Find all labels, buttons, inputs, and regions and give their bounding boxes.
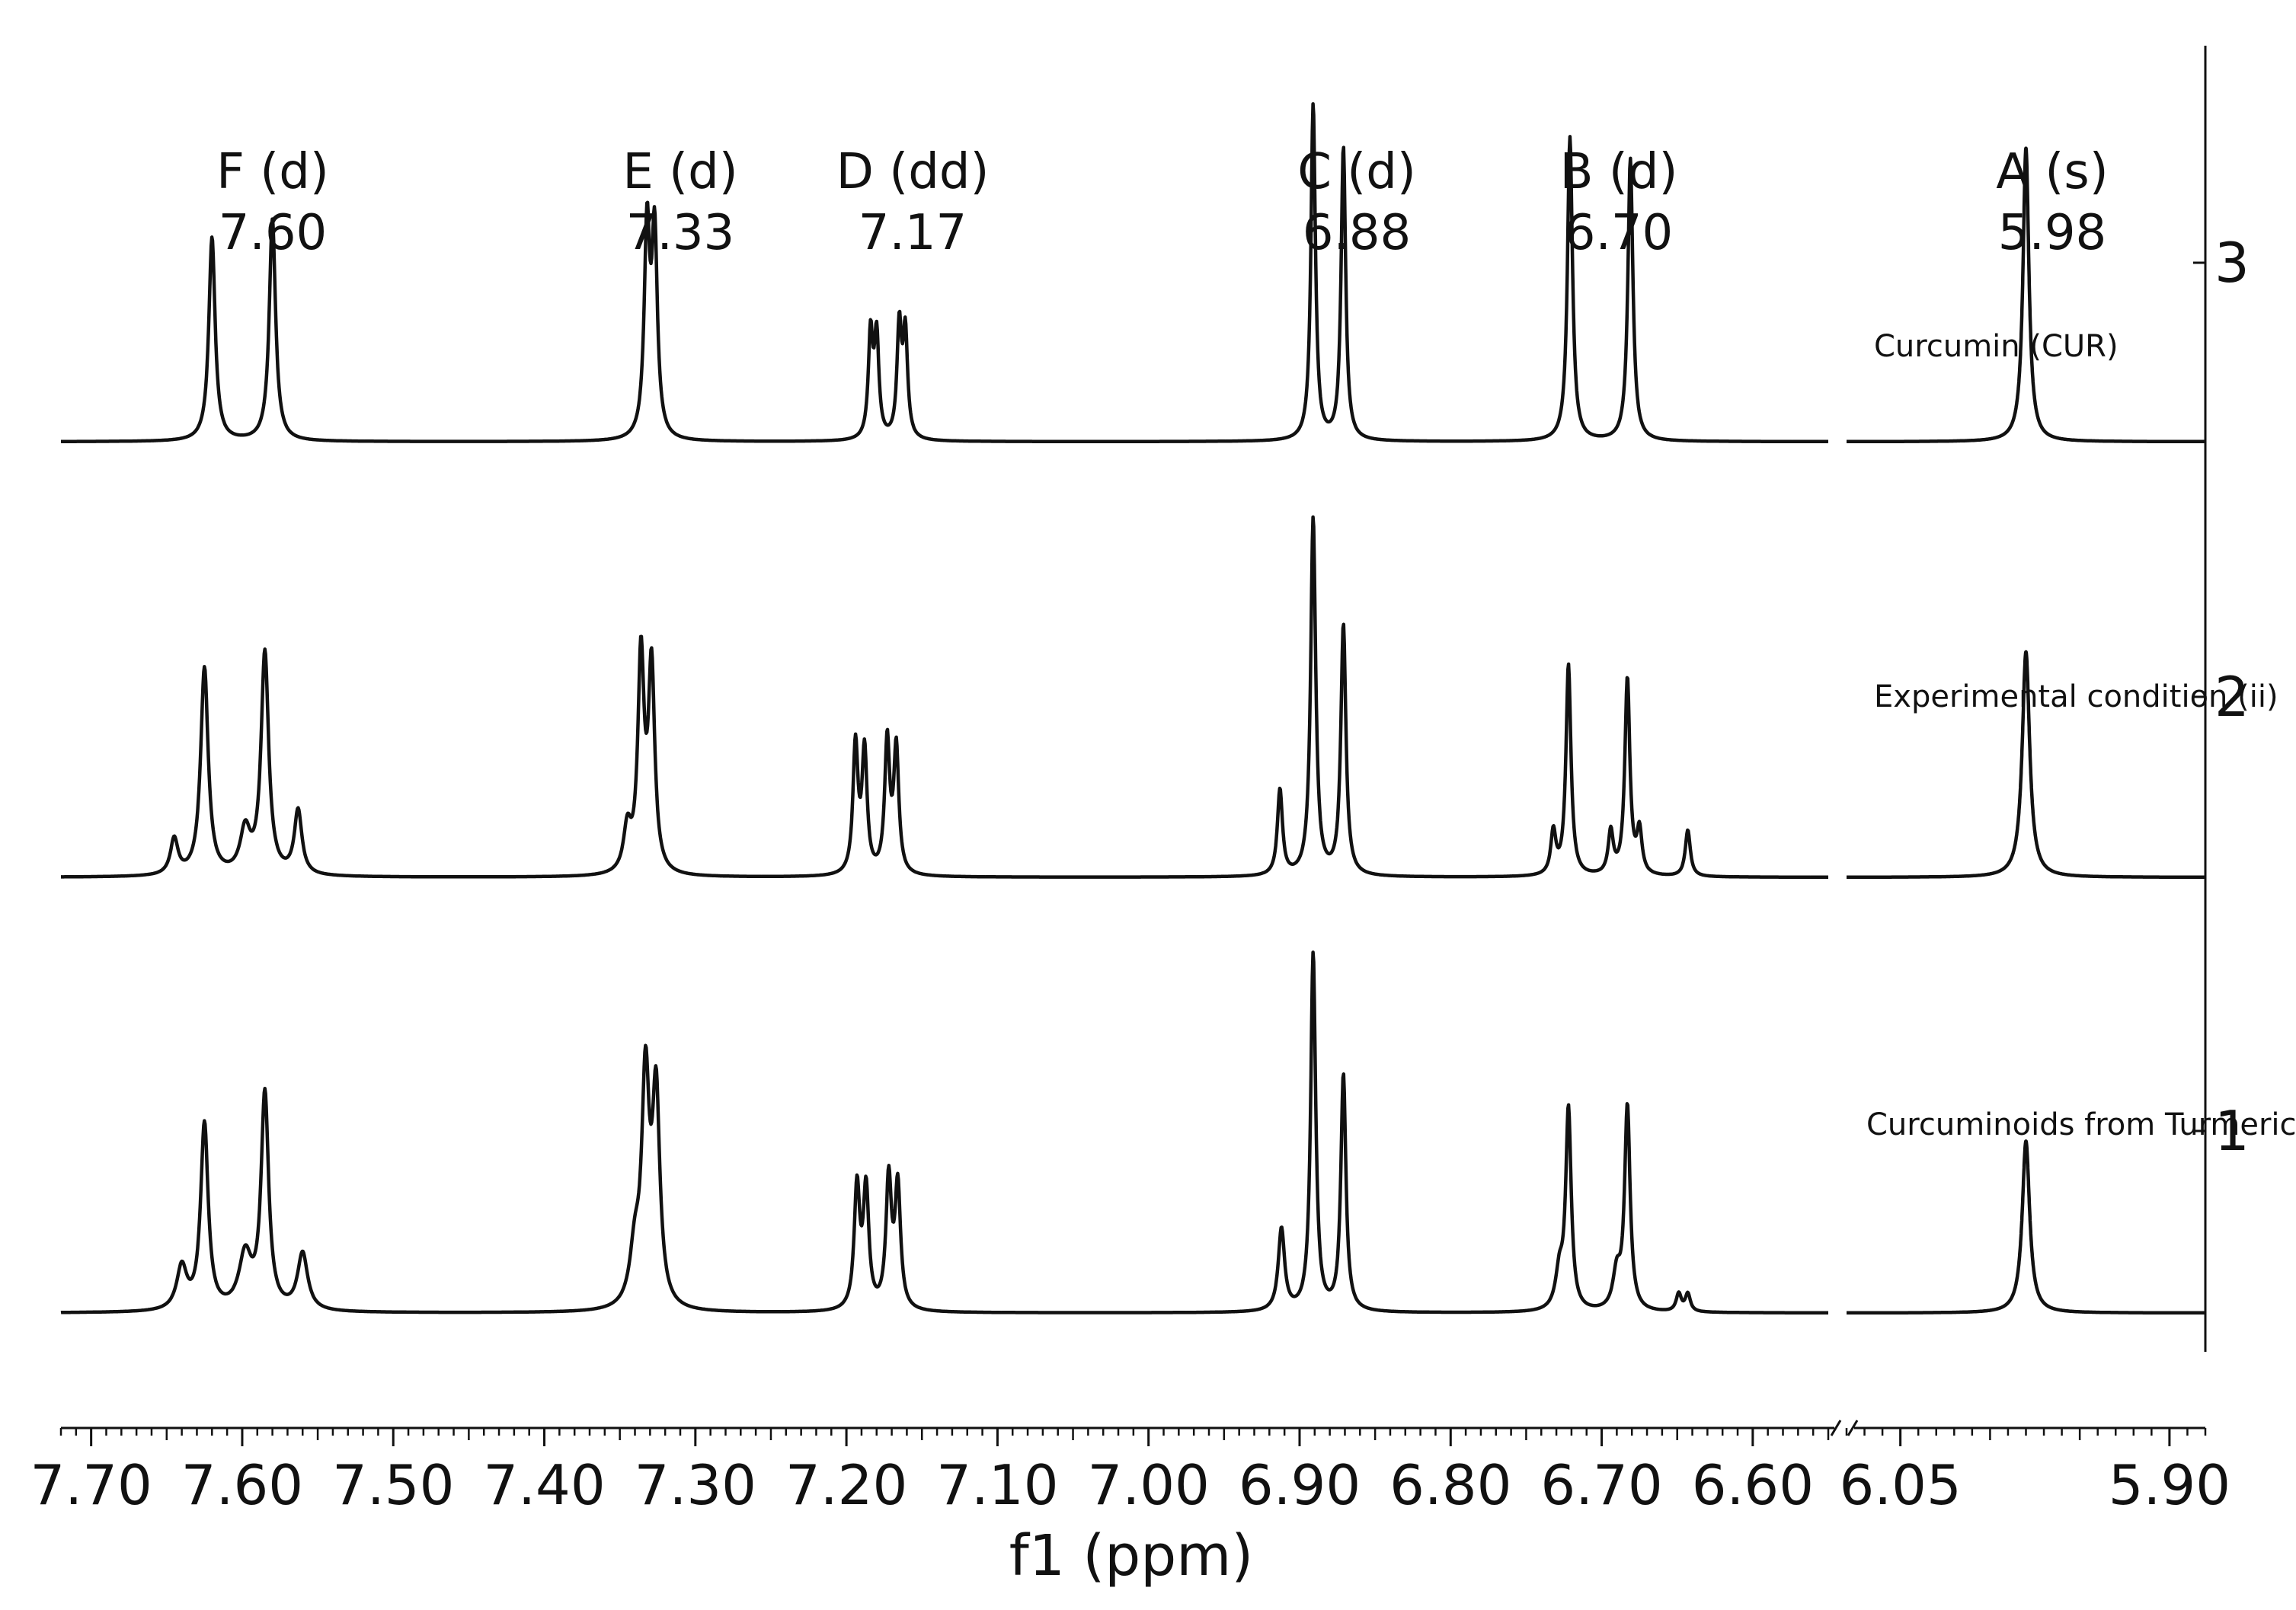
x-tick-label-7.50: 7.50 bbox=[332, 1453, 454, 1517]
series-line-3-segment-1 bbox=[59, 102, 1830, 444]
x-tick-label-6.80: 6.80 bbox=[1389, 1453, 1511, 1517]
series-line-2-segment-1 bbox=[59, 515, 1830, 880]
x-axis: 7.70 7.60 7.50 7.40 7.30 7.20 7.10 7.00 6.90 6.80… bbox=[30, 1420, 2230, 1517]
peak-shift-1: 7.33 bbox=[626, 205, 735, 261]
x-tick-label-7.30: 7.30 bbox=[635, 1453, 756, 1517]
series-labels: Curcumin (CUR) Experimental condition (ii… bbox=[1866, 329, 2296, 1142]
series-label-2: Experimental condition (ii) bbox=[1874, 679, 2278, 714]
peak-annotations: F (d)7.60E (d)7.33D (dd)7.17C (d)6.88B (… bbox=[216, 144, 2109, 261]
peak-label-0: F (d) bbox=[216, 144, 329, 200]
axis-break-mark-1 bbox=[1830, 1420, 1842, 1436]
x-tick-label-7.40: 7.40 bbox=[483, 1453, 605, 1517]
x-tick-label-7.00: 7.00 bbox=[1088, 1453, 1210, 1517]
peak-label-4: B (d) bbox=[1560, 144, 1678, 200]
x-tick-label-6.70: 6.70 bbox=[1540, 1453, 1662, 1517]
peak-label-5: A (s) bbox=[1996, 144, 2108, 200]
x-tick-label-7.60: 7.60 bbox=[181, 1453, 303, 1517]
peak-label-1: E (d) bbox=[622, 144, 737, 200]
right-axis-tick-label-1: 1 bbox=[2214, 1099, 2250, 1163]
x-tick-label-7.20: 7.20 bbox=[785, 1453, 907, 1517]
peak-shift-3: 6.88 bbox=[1303, 205, 1412, 261]
series-line-2-segment-2 bbox=[1844, 650, 2208, 880]
x-tick-label-5.90: 5.90 bbox=[2109, 1453, 2230, 1517]
peak-shift-5: 5.98 bbox=[1998, 205, 2107, 261]
x-axis-label: f1 (ppm) bbox=[1009, 1523, 1253, 1589]
peak-label-3: C (d) bbox=[1297, 144, 1416, 200]
spectrum-traces bbox=[59, 102, 2208, 1315]
peak-label-2: D (dd) bbox=[836, 144, 990, 200]
series-line-3-segment-2 bbox=[1844, 146, 2208, 444]
right-axis-tick-label-3: 3 bbox=[2214, 231, 2250, 295]
x-tick-label-7.70: 7.70 bbox=[30, 1453, 152, 1517]
x-tick-label-7.10: 7.10 bbox=[936, 1453, 1058, 1517]
axis-break-mark-2 bbox=[1847, 1420, 1859, 1436]
peak-shift-4: 6.70 bbox=[1565, 205, 1674, 261]
peak-shift-2: 7.17 bbox=[859, 205, 967, 261]
right-axis: 1 2 3 bbox=[2193, 46, 2250, 1352]
series-label-1: Curcuminoids from Turmeric bbox=[1866, 1107, 2296, 1142]
x-tick-label-6.05: 6.05 bbox=[1839, 1453, 1961, 1517]
x-tick-label-6.60: 6.60 bbox=[1692, 1453, 1814, 1517]
series-line-1-segment-1 bbox=[59, 950, 1830, 1315]
right-axis-tick-label-2: 2 bbox=[2214, 665, 2250, 729]
series-line-1-segment-2 bbox=[1844, 1139, 2208, 1315]
series-label-3: Curcumin (CUR) bbox=[1874, 329, 2119, 364]
x-tick-label-6.90: 6.90 bbox=[1239, 1453, 1361, 1517]
